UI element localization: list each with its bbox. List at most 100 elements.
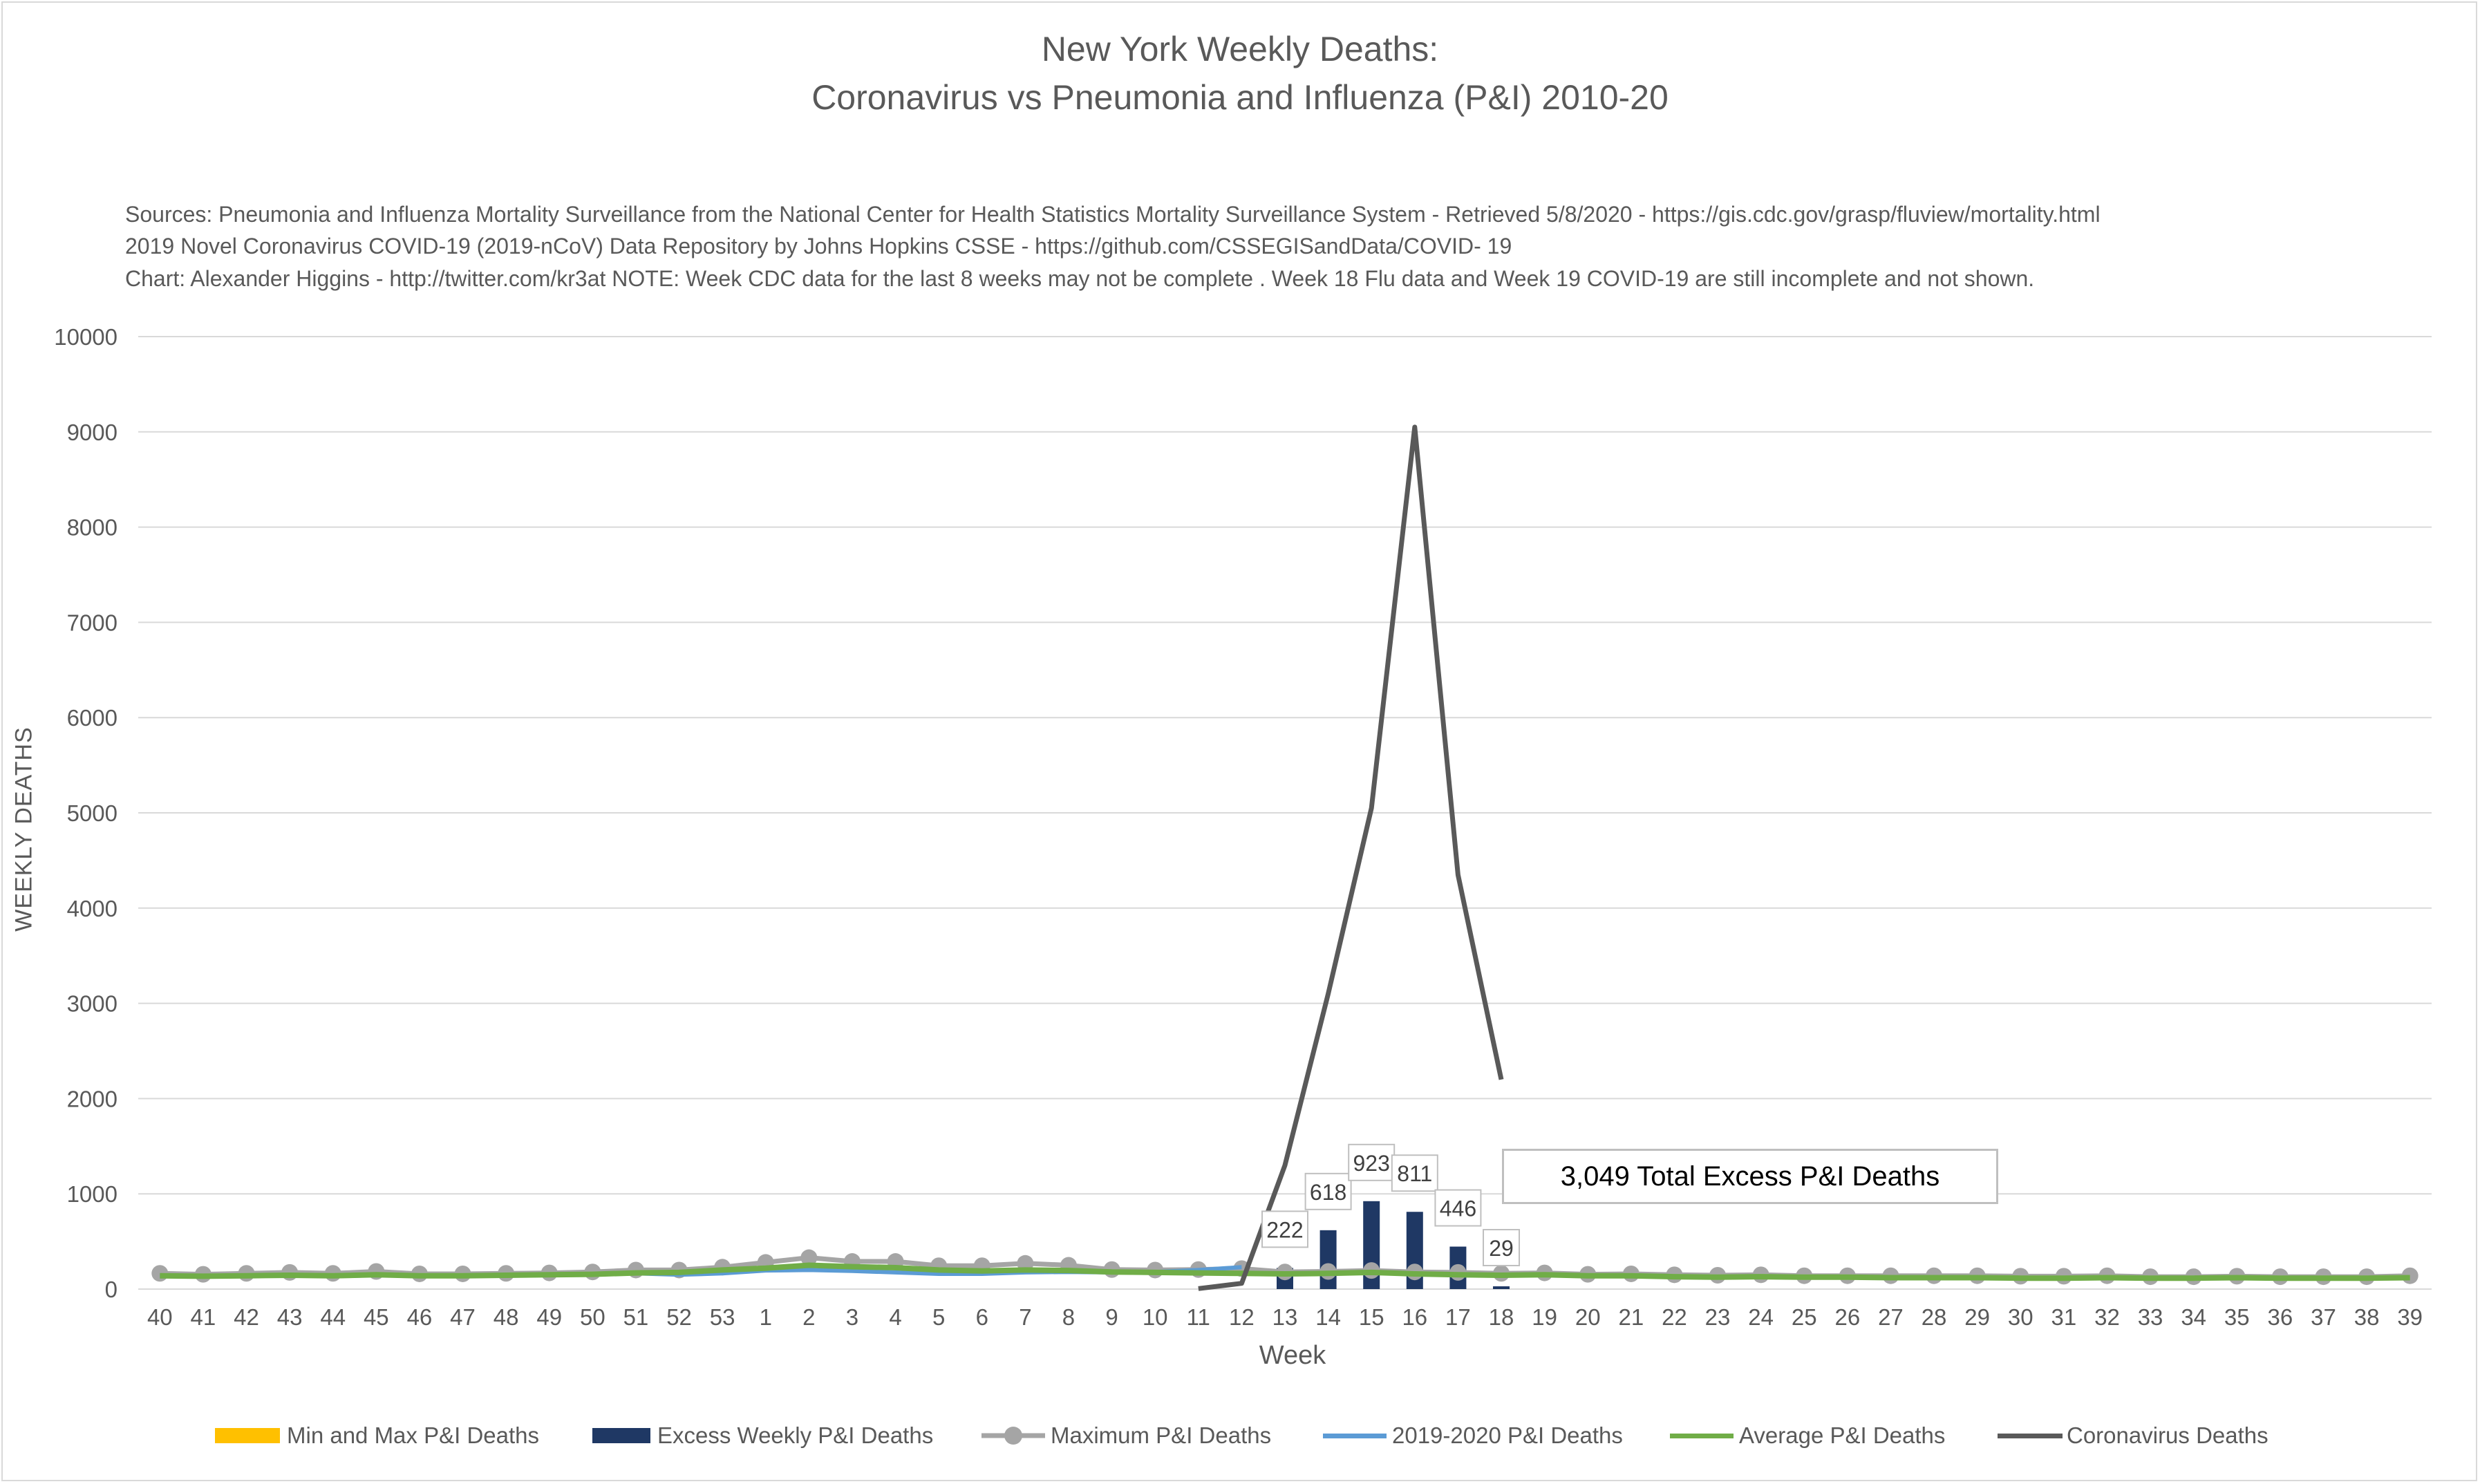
- data-label-box: [1391, 1154, 1438, 1192]
- x-tick-label: 11: [1187, 1304, 1210, 1330]
- x-tick-label: 23: [1705, 1304, 1731, 1330]
- data-label-box: [1261, 1210, 1308, 1248]
- y-tick-label: 5000: [67, 800, 118, 826]
- x-tick-label: 9: [1105, 1304, 1118, 1330]
- x-tick-label: 16: [1402, 1304, 1427, 1330]
- legend-item-maximum: Maximum P&I Deaths: [980, 1422, 1271, 1449]
- y-tick-label: 8000: [67, 515, 118, 541]
- x-tick-label: 2: [802, 1304, 815, 1330]
- x-tick-label: 43: [277, 1304, 303, 1330]
- x-tick-label: 7: [1019, 1304, 1031, 1330]
- legend-item-current: 2019-2020 P&I Deaths: [1323, 1422, 1623, 1449]
- y-tick-label: 9000: [67, 420, 118, 445]
- x-axis-title: Week: [1259, 1341, 1326, 1370]
- x-tick-label: 42: [234, 1304, 259, 1330]
- x-tick-label: 6: [976, 1304, 988, 1330]
- x-tick-label: 50: [580, 1304, 605, 1330]
- data-label: 29: [1489, 1236, 1514, 1261]
- x-tick-label: 10: [1143, 1304, 1168, 1330]
- chart-title-line1: New York Weekly Deaths:: [1041, 30, 1439, 68]
- x-tick-label: 49: [536, 1304, 562, 1330]
- sources-line1: Sources: Pneumonia and Influenza Mortali…: [125, 202, 2101, 227]
- x-tick-label: 28: [1922, 1304, 1947, 1330]
- x-tick-label: 46: [407, 1304, 433, 1330]
- x-tick-label: 51: [623, 1304, 649, 1330]
- x-tick-label: 27: [1878, 1304, 1904, 1330]
- x-tick-label: 41: [191, 1304, 216, 1330]
- legend-item-excess: Excess Weekly P&I Deaths: [592, 1422, 933, 1449]
- x-tick-label: 37: [2311, 1304, 2336, 1330]
- x-tick-label: 21: [1618, 1304, 1644, 1330]
- sources-line2: 2019 Novel Coronavirus COVID-19 (2019-nC…: [125, 234, 1512, 259]
- y-tick-label: 2000: [67, 1086, 118, 1111]
- y-tick-label: 7000: [67, 610, 118, 635]
- legend-swatch-average: [1670, 1433, 1734, 1438]
- x-tick-label: 38: [2354, 1304, 2380, 1330]
- excess-bar: [1493, 1286, 1510, 1289]
- legend-label-average: Average P&I Deaths: [1739, 1422, 1946, 1448]
- x-tick-label: 3: [846, 1304, 858, 1330]
- legend-label-minmax: Min and Max P&I Deaths: [287, 1422, 539, 1448]
- x-tick-label: 47: [450, 1304, 476, 1330]
- x-tick-label: 44: [320, 1304, 346, 1330]
- data-label-box: [1483, 1229, 1521, 1267]
- total-excess-callout: 3,049 Total Excess P&I Deaths: [1502, 1149, 1998, 1204]
- x-tick-label: 4: [889, 1304, 901, 1330]
- x-tick-label: 22: [1662, 1304, 1687, 1330]
- x-tick-label: 45: [364, 1304, 389, 1330]
- maximum-marker: [800, 1249, 818, 1266]
- x-tick-label: 12: [1229, 1304, 1255, 1330]
- data-label: 222: [1266, 1217, 1303, 1242]
- x-tick-label: 33: [2138, 1304, 2163, 1330]
- x-tick-label: 25: [1792, 1304, 1817, 1330]
- x-tick-label: 53: [710, 1304, 735, 1330]
- legend-swatch-covid: [1998, 1433, 2063, 1438]
- y-tick-label: 10000: [54, 324, 118, 350]
- x-tick-label: 8: [1062, 1304, 1075, 1330]
- legend-label-excess: Excess Weekly P&I Deaths: [657, 1422, 934, 1448]
- legend-swatch-maximum: [981, 1427, 1045, 1445]
- x-tick-label: 5: [932, 1304, 945, 1330]
- y-tick-label: 0: [105, 1277, 118, 1302]
- legend-swatch-minmax: [215, 1428, 280, 1443]
- x-tick-label: 17: [1445, 1304, 1471, 1330]
- x-tick-label: 18: [1489, 1304, 1514, 1330]
- x-tick-label: 30: [2008, 1304, 2033, 1330]
- data-label: 618: [1310, 1180, 1346, 1205]
- data-label: 923: [1353, 1151, 1390, 1176]
- x-tick-label: 29: [1964, 1304, 1990, 1330]
- x-tick-label: 15: [1359, 1304, 1384, 1330]
- x-tick-label: 40: [147, 1304, 173, 1330]
- series-average-line: [160, 1262, 2410, 1281]
- legend-swatch-current: [1323, 1433, 1387, 1438]
- x-tick-label: 14: [1315, 1304, 1341, 1330]
- x-tick-label: 36: [2268, 1304, 2293, 1330]
- legend-label-current: 2019-2020 P&I Deaths: [1392, 1422, 1623, 1448]
- x-tick-label: 19: [1532, 1304, 1557, 1330]
- excess-bar: [1319, 1230, 1337, 1289]
- x-tick-label: 34: [2181, 1304, 2206, 1330]
- x-tick-label: 32: [2094, 1304, 2120, 1330]
- x-tick-label: 39: [2397, 1304, 2423, 1330]
- data-label: 446: [1440, 1196, 1476, 1221]
- sources-line3: Chart: Alexander Higgins - http://twitte…: [125, 266, 2035, 291]
- legend-item-minmax: Min and Max P&I Deaths: [215, 1422, 539, 1449]
- y-axis-title: WEEKLY DEATHS: [10, 726, 37, 932]
- legend: Min and Max P&I Deaths Excess Weekly P&I…: [0, 1422, 2480, 1450]
- x-tick-label: 48: [494, 1304, 519, 1330]
- chart-title-line2: Coronavirus vs Pneumonia and Influenza (…: [811, 78, 1669, 117]
- x-tick-label: 1: [760, 1304, 772, 1330]
- legend-label-covid: Coronavirus Deaths: [2067, 1422, 2268, 1448]
- legend-label-maximum: Maximum P&I Deaths: [1051, 1422, 1272, 1448]
- maximum-marker: [281, 1264, 299, 1281]
- y-tick-label: 1000: [67, 1181, 118, 1207]
- x-tick-label: 52: [666, 1304, 692, 1330]
- x-tick-label: 26: [1834, 1304, 1860, 1330]
- series-covid-line: [1198, 424, 1504, 1291]
- legend-swatch-excess: [592, 1428, 650, 1443]
- data-label-box: [1304, 1172, 1352, 1210]
- y-tick-label: 6000: [67, 705, 118, 731]
- legend-item-covid: Coronavirus Deaths: [1998, 1422, 2268, 1449]
